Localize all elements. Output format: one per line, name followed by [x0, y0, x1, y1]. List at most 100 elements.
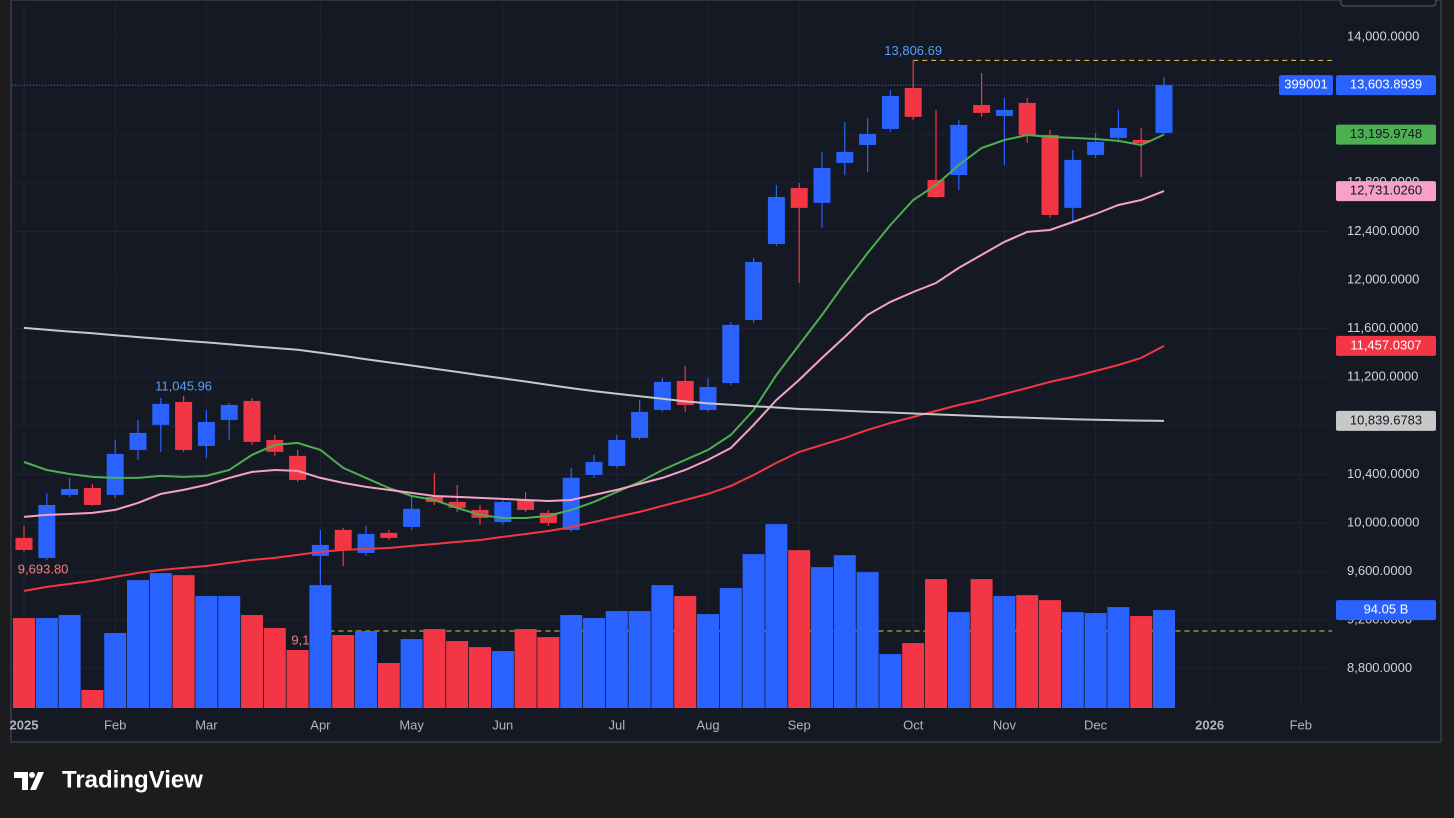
candle-body: [608, 439, 626, 466]
volume-bar: [674, 596, 697, 708]
y-tick-label: 10,000.0000: [1347, 514, 1419, 529]
candle-body: [813, 167, 831, 203]
candle-body: [243, 400, 261, 442]
x-tick-label: Sep: [788, 717, 811, 732]
volume-bar: [377, 663, 400, 708]
volume-bar: [925, 579, 947, 708]
series-last-tag: 13,195.9748: [1350, 126, 1422, 141]
branding: TradingView: [14, 766, 203, 793]
candle-body: [1109, 127, 1127, 138]
volume-bar: [469, 647, 491, 708]
candle-body: [973, 104, 991, 113]
candle-body: [562, 477, 580, 530]
volume-bar: [263, 628, 286, 708]
x-tick-label: Dec: [1084, 717, 1108, 732]
candle-body: [380, 532, 398, 538]
series-last-tag-bg: [1336, 335, 1436, 356]
series-last-tag: 11,457.0307: [1350, 337, 1421, 352]
extreme-label: 9,693.80: [18, 562, 69, 577]
volume-bar: [970, 579, 993, 708]
moving-average: [23, 133, 1165, 519]
volume-bar: [1061, 612, 1084, 708]
grid: [12, 0, 1332, 708]
volume-bar: [583, 618, 605, 708]
candle-body: [1087, 141, 1105, 155]
volume-bar: [446, 641, 469, 708]
candle-body: [129, 432, 147, 450]
candle-body: [289, 455, 307, 480]
candle-body: [1064, 159, 1082, 208]
brand-name: TradingView: [62, 766, 203, 793]
candle-body: [790, 187, 808, 208]
symbol-badge-bg: [1279, 75, 1333, 96]
volume-bar: [879, 654, 902, 708]
volume-bar: [423, 629, 446, 708]
plot-area: 13,806.69 11,045.96 9,693.80 9,1: [12, 0, 1332, 708]
volume-bar: [628, 611, 651, 708]
candle-body: [699, 386, 717, 410]
candle-body: [995, 109, 1013, 116]
volume-bar: [400, 639, 423, 708]
candle-body: [152, 403, 170, 425]
candle-body: [61, 488, 79, 495]
x-tick-label: Jul: [608, 717, 625, 732]
candle-body: [15, 537, 33, 550]
volume-bar: [697, 614, 719, 708]
volume-bar: [788, 550, 811, 708]
y-tick-label: 12,000.0000: [1347, 271, 1419, 286]
volume-bar: [902, 643, 925, 708]
volume-last-tag-bg: [1336, 600, 1436, 621]
volume-bar: [104, 633, 127, 708]
x-tick-label: Aug: [696, 717, 719, 732]
x-tick-label: Nov: [993, 717, 1017, 732]
logo-dot: [29, 772, 35, 778]
candle-body: [220, 404, 238, 420]
volume-bar: [856, 572, 879, 708]
symbol-badge: 399001: [1284, 77, 1327, 92]
candle-body: [722, 324, 740, 383]
volume-bar: [81, 689, 104, 708]
volume-bar: [560, 615, 583, 708]
x-tick-label: Jun: [492, 717, 513, 732]
candle-body: [745, 261, 763, 320]
volume-bar: [719, 588, 742, 708]
y-tick-label: 8,800.0000: [1347, 660, 1412, 675]
candle-body: [859, 133, 877, 145]
y-tick-label: 11,600.0000: [1347, 320, 1418, 335]
candle-body: [1132, 139, 1150, 143]
x-tick-label: Oct: [903, 717, 924, 732]
candle-body: [676, 380, 694, 405]
volume-bar: [218, 596, 241, 708]
volume-bar: [58, 615, 81, 708]
candle-body: [653, 381, 671, 410]
toolbar-button[interactable]: [1340, 0, 1437, 7]
candle-body: [38, 504, 56, 558]
volume-bar: [332, 635, 355, 708]
volume-bar: [286, 650, 309, 708]
moving-average: [23, 326, 1165, 422]
y-tick-label: 10,400.0000: [1347, 466, 1419, 481]
volume-bar: [833, 555, 856, 708]
y-tick-label: 9,600.0000: [1347, 563, 1412, 578]
x-tick-label: Apr: [310, 717, 331, 732]
volume-bar: [811, 567, 833, 708]
series-last-tag-bg: [1336, 124, 1436, 145]
volume-bar: [13, 618, 35, 708]
series-last-tag: 10,839.6783: [1350, 412, 1422, 427]
candle-body: [334, 529, 352, 550]
extreme-label: 9,1: [291, 632, 309, 647]
candle-body: [175, 401, 193, 450]
candle-body: [311, 544, 329, 556]
volume-bar: [127, 580, 149, 708]
volume-bar: [149, 573, 172, 708]
volume-bar: [1084, 613, 1107, 708]
volume-bar: [355, 631, 377, 708]
candle-body: [767, 196, 785, 244]
series-last-tag-bg: [1336, 410, 1436, 431]
candle-body: [881, 95, 899, 129]
candle-body: [448, 501, 466, 508]
volume-bar: [514, 629, 537, 708]
volume-bar: [195, 596, 218, 708]
candle-body: [197, 421, 215, 446]
